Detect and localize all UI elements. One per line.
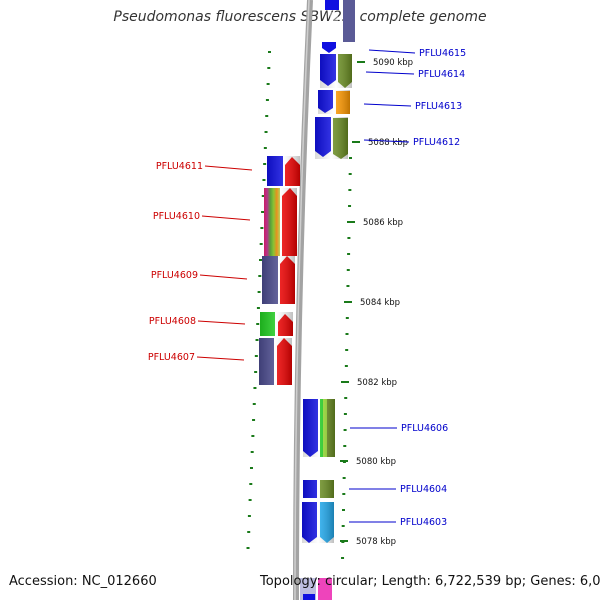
gene-pflu4604[interactable] — [303, 480, 334, 498]
gene-pflu4613[interactable] — [318, 90, 350, 114]
gene-label[interactable]: PFLU4612 — [413, 137, 460, 148]
gene-label[interactable]: PFLU4607 — [148, 352, 195, 363]
left-gene-labels: PFLU4611 PFLU4610 PFLU4609 PFLU4608 PFLU… — [148, 161, 253, 363]
right-gene-labels: PFLU4615 PFLU4614 PFLU4613 PFLU4612 PFLU… — [349, 48, 466, 528]
gene-label[interactable]: PFLU4609 — [151, 270, 198, 281]
gene-label[interactable]: PFLU4606 — [401, 423, 448, 434]
gene-label[interactable]: PFLU4603 — [400, 517, 447, 528]
gene-label[interactable]: PFLU4611 — [156, 161, 203, 172]
gene-pflu4609[interactable] — [262, 256, 295, 304]
genome-backbone — [293, 0, 313, 600]
scale-label: 5084 kbp — [360, 298, 400, 308]
gene-pflu4610[interactable] — [264, 188, 297, 256]
topology-text: Topology: circular; Length: 6,722,539 bp… — [260, 574, 600, 589]
gene-bottom-partial[interactable] — [300, 578, 332, 600]
gene-top-partial[interactable] — [322, 0, 355, 53]
gene-label[interactable]: PFLU4608 — [149, 316, 196, 327]
gene-label[interactable]: PFLU4610 — [153, 211, 200, 222]
gene-label[interactable]: PFLU4614 — [418, 69, 465, 80]
scale-label: 5090 kbp — [373, 58, 413, 68]
gene-pflu4608[interactable] — [260, 312, 293, 336]
scale-label: 5080 kbp — [356, 457, 396, 467]
scale-label: 5086 kbp — [363, 218, 403, 228]
gene-pflu4612[interactable] — [315, 117, 348, 159]
gene-pflu4615[interactable] — [320, 54, 352, 88]
gene-label[interactable]: PFLU4604 — [400, 484, 447, 495]
scale-labels: 5090 kbp 5088 kbp 5086 kbp 5084 kbp 5082… — [340, 58, 413, 547]
gene-pflu4611[interactable] — [267, 156, 300, 186]
page-title: Pseudomonas fluorescens SBW25, complete … — [113, 9, 487, 25]
scale-label: 5078 kbp — [356, 537, 396, 547]
scale-label: 5088 kbp — [368, 138, 408, 148]
gene-pflu4603[interactable] — [302, 502, 334, 543]
genome-backbone-highlight — [294, 0, 310, 600]
scale-label: 5082 kbp — [357, 378, 397, 388]
gene-pflu4606[interactable] — [303, 399, 335, 457]
gene-pflu4607[interactable] — [259, 338, 292, 385]
right-tick-marks — [341, 157, 352, 559]
accession-text: Accession: NC_012660 — [9, 574, 157, 589]
gene-label[interactable]: PFLU4615 — [419, 48, 466, 59]
gene-label[interactable]: PFLU4613 — [415, 101, 462, 112]
